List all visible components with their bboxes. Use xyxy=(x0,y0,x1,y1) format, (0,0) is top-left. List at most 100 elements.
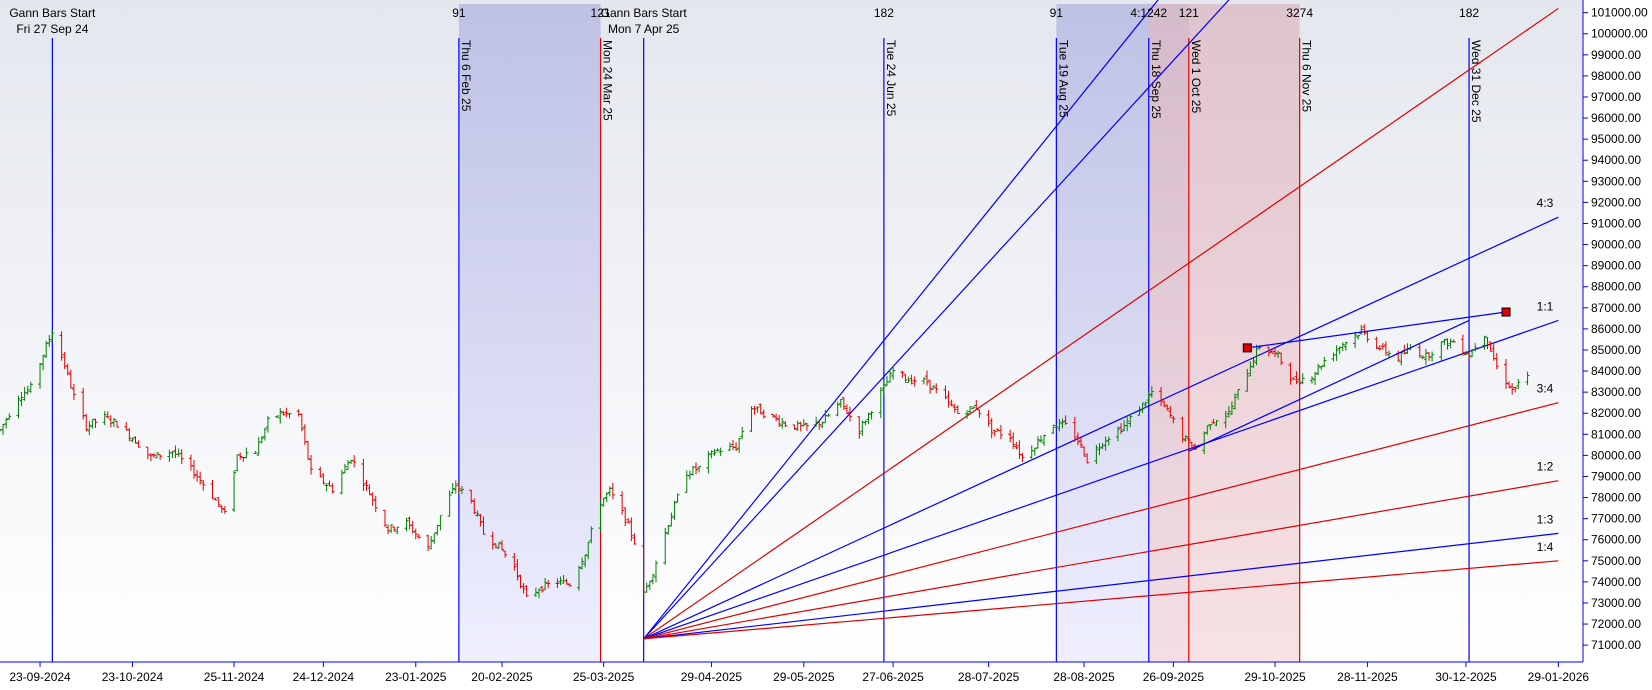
price-bar xyxy=(342,463,347,474)
price-bar xyxy=(210,479,215,499)
y-tick-label: 82000.00 xyxy=(1591,406,1641,420)
price-bar xyxy=(536,588,541,599)
price-bar xyxy=(216,497,221,508)
y-tick-label: 94000.00 xyxy=(1591,153,1641,167)
price-bar xyxy=(1245,368,1250,392)
price-bar xyxy=(259,436,264,444)
price-bar xyxy=(734,442,739,452)
fan-label-5: 3:4 xyxy=(1537,382,1554,396)
price-bar xyxy=(111,418,116,428)
price-bar xyxy=(1254,344,1259,366)
price-bar xyxy=(841,397,846,411)
price-bar xyxy=(192,460,197,479)
price-bar xyxy=(1463,350,1468,356)
price-bar xyxy=(222,506,227,514)
price-bar xyxy=(524,585,529,597)
price-bar xyxy=(1288,362,1293,385)
cycle-header-3-1: Mon 7 Apr 25 xyxy=(608,22,680,36)
price-bar xyxy=(1149,386,1154,398)
price-bar xyxy=(426,534,431,552)
price-bar xyxy=(389,524,394,533)
x-tick-label: 28-07-2025 xyxy=(958,670,1020,684)
shaded-zone-2 xyxy=(1148,4,1300,662)
y-tick-label: 101000.00 xyxy=(1591,6,1648,20)
price-bar xyxy=(863,420,868,426)
price-bar xyxy=(404,517,409,532)
cycle-header-1-0: 91 xyxy=(452,6,466,20)
price-bar xyxy=(718,447,723,457)
price-bar xyxy=(946,390,951,408)
price-bar xyxy=(1214,420,1219,427)
price-bar xyxy=(238,452,243,460)
x-tick-label: 29-10-2025 xyxy=(1244,670,1306,684)
price-bar xyxy=(170,451,175,459)
trendline-0 xyxy=(1247,311,1507,349)
price-bar xyxy=(1510,383,1515,395)
price-bar xyxy=(1057,419,1062,432)
price-bar xyxy=(481,516,486,535)
x-axis: 23-09-2024 23-10-2024 25-11-2024 24-12-2024… xyxy=(9,662,1589,684)
y-tick-label: 89000.00 xyxy=(1591,259,1641,273)
price-bar xyxy=(647,580,652,591)
price-bar xyxy=(1467,350,1472,359)
price-bar xyxy=(1115,426,1120,442)
price-bar xyxy=(727,442,732,451)
price-bar xyxy=(50,330,55,342)
cycle-header-7-0: 121 xyxy=(1179,6,1199,20)
price-bar xyxy=(1473,343,1478,352)
price-bar xyxy=(1125,416,1130,432)
price-bar xyxy=(737,438,742,453)
price-bar xyxy=(900,370,905,379)
trendline-1 xyxy=(1188,319,1470,452)
price-bar xyxy=(1032,447,1037,456)
price-bar xyxy=(416,533,421,539)
price-bar xyxy=(1439,341,1444,361)
price-bar xyxy=(838,398,843,408)
price-bar xyxy=(1273,347,1278,358)
price-bar xyxy=(115,420,120,428)
price-bar xyxy=(712,448,717,456)
price-bar xyxy=(1451,339,1456,343)
y-tick-label: 78000.00 xyxy=(1591,491,1641,505)
price-bar xyxy=(512,552,517,571)
price-bar xyxy=(41,354,46,371)
price-bar xyxy=(1168,405,1173,418)
price-bar xyxy=(201,480,206,491)
price-bar xyxy=(801,419,806,427)
price-bar xyxy=(1106,436,1111,446)
price-bar xyxy=(410,520,415,534)
price-bar xyxy=(583,554,588,568)
price-bar xyxy=(25,385,30,395)
price-bar xyxy=(567,583,572,587)
price-bar xyxy=(475,510,480,517)
price-bar xyxy=(986,410,991,427)
price-bar xyxy=(1507,381,1512,389)
trendline-marker-end xyxy=(1501,307,1511,317)
price-bar xyxy=(675,493,680,503)
price-bar xyxy=(447,490,452,517)
price-bar xyxy=(586,541,591,560)
price-bar xyxy=(1082,446,1087,457)
price-bar xyxy=(4,417,9,429)
price-bar xyxy=(105,411,110,419)
cycle-header-0-1: Fri 27 Sep 24 xyxy=(16,22,88,36)
price-bar xyxy=(284,407,289,418)
price-bar xyxy=(19,392,24,407)
price-bar xyxy=(1445,338,1450,350)
fan-line-4 xyxy=(643,319,1559,640)
price-bar xyxy=(952,403,957,413)
price-bar xyxy=(540,585,545,593)
price-bar xyxy=(777,415,782,428)
price-bar xyxy=(921,377,926,385)
price-bar xyxy=(1137,406,1142,416)
price-bar xyxy=(761,409,766,419)
price-bar xyxy=(472,498,477,515)
price-bar xyxy=(432,533,437,544)
price-bar xyxy=(158,454,163,460)
price-bar xyxy=(620,491,625,515)
price-bar xyxy=(213,497,218,501)
y-tick-label: 91000.00 xyxy=(1591,216,1641,230)
x-tick-label: 25-11-2024 xyxy=(204,670,265,684)
price-bar xyxy=(576,565,581,591)
